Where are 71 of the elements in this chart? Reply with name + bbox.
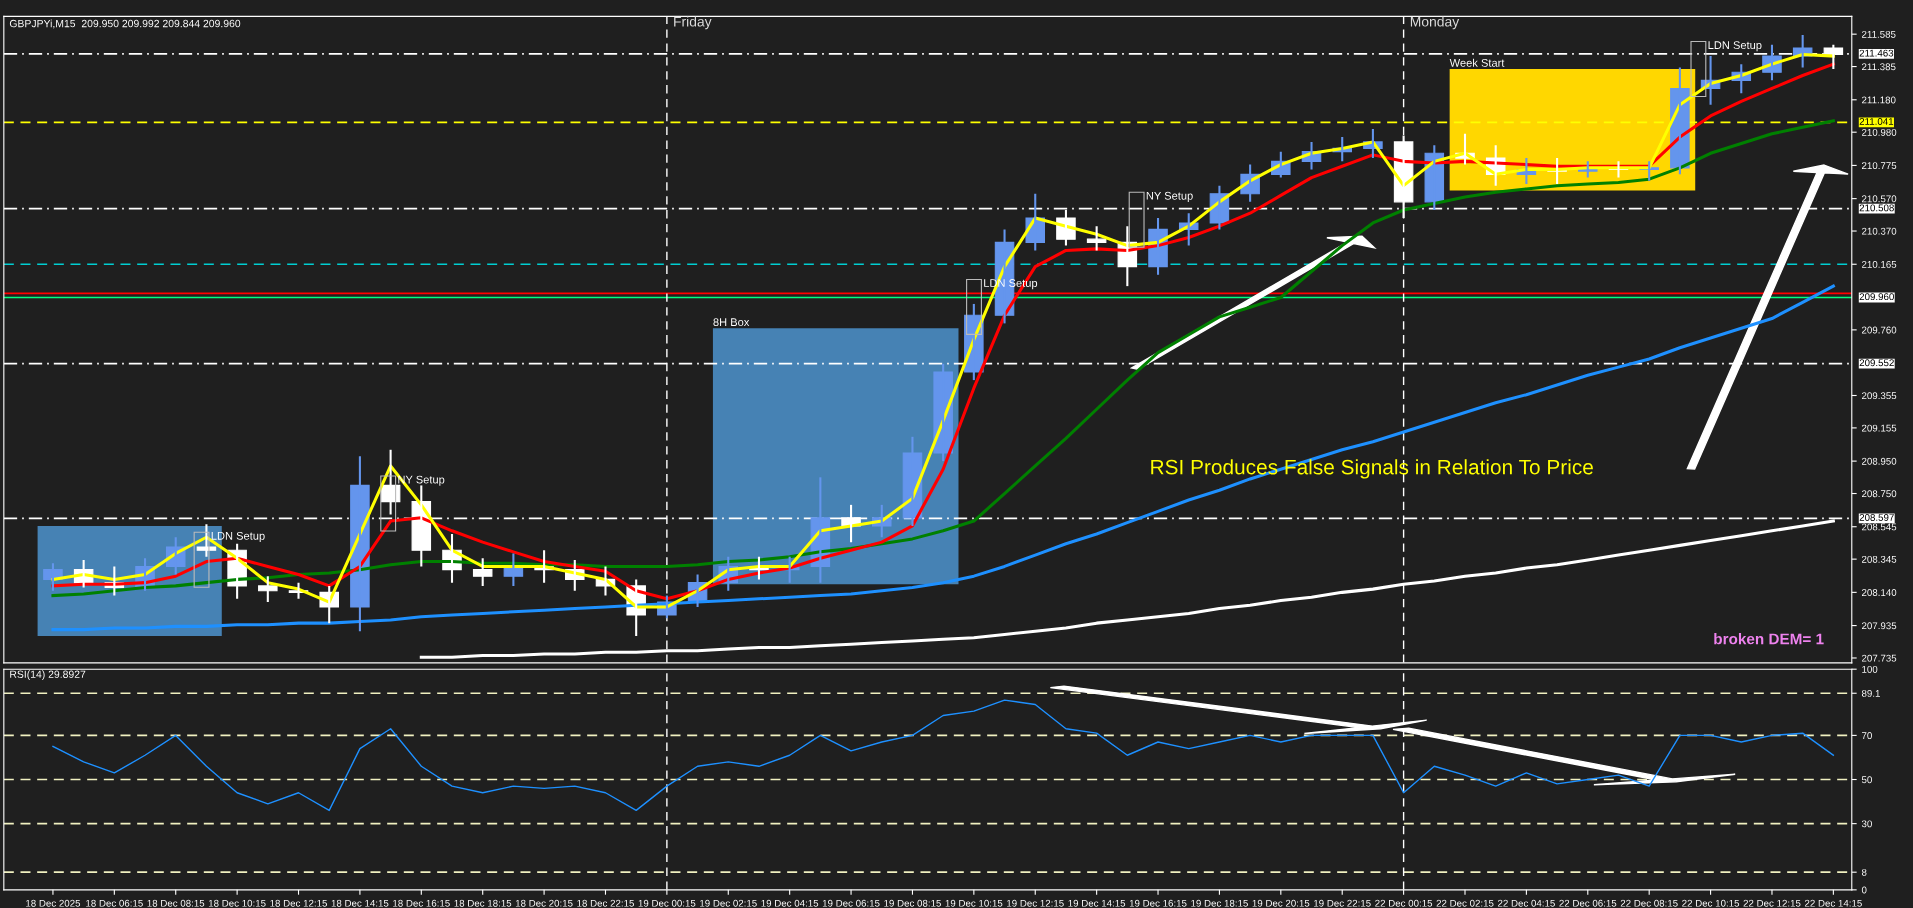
y-tick-label: 210.980: [1862, 128, 1897, 136]
x-tick-label: 18 Dec 14:15: [331, 899, 389, 907]
y-tick-label: 207.735: [1862, 654, 1897, 662]
ref-line-label: 209.960: [1859, 293, 1894, 301]
band-label: Week Start: [1449, 58, 1505, 67]
x-tick-label: 18 Dec 2025: [26, 899, 81, 907]
ref-line-label: 208.597: [1859, 514, 1894, 521]
x-tick-label: 18 Dec 22:15: [577, 899, 634, 907]
y-tick-label: 30: [1861, 820, 1872, 828]
x-tick-label: 22 Dec 00:15: [1375, 899, 1433, 907]
y-tick-label: 208.140: [1862, 589, 1897, 596]
annotation: NY Setup: [1146, 191, 1193, 202]
annotation: LDN Setup: [1708, 41, 1762, 52]
y-tick-label: 211.585: [1862, 30, 1896, 38]
x-tick-label: 22 Dec 12:15: [1743, 899, 1801, 907]
y-tick-label: 211.385: [1862, 63, 1896, 71]
y-tick-label: 207.935: [1862, 622, 1897, 630]
x-tick-label: 18 Dec 12:15: [270, 899, 328, 907]
y-tick-label: 8: [1861, 868, 1867, 876]
x-tick-label: 22 Dec 04:15: [1497, 899, 1555, 907]
annotation: broken DEM= 1: [1714, 633, 1824, 645]
x-tick-label: 18 Dec 16:15: [393, 899, 450, 907]
x-tick-label: 19 Dec 12:15: [1007, 899, 1064, 907]
y-tick-label: 209.355: [1862, 392, 1897, 400]
x-tick-label: 19 Dec 02:15: [700, 899, 757, 907]
x-tick-label: 19 Dec 18:15: [1191, 899, 1248, 907]
x-tick-label: 22 Dec 02:15: [1436, 899, 1494, 907]
x-tick-label: 18 Dec 20:15: [515, 899, 573, 907]
y-tick-label: 211.180: [1862, 96, 1896, 104]
annotation: RSI Produces False Signals in Relation To Price: [1151, 459, 1593, 479]
x-tick-label: 18 Dec 06:15: [86, 899, 143, 907]
ref-line-label: 210.508: [1859, 204, 1894, 212]
x-tick-label: 18 Dec 18:15: [454, 899, 512, 907]
y-tick-label: 70: [1862, 732, 1872, 740]
x-tick-label: 19 Dec 10:15: [945, 899, 1003, 907]
y-tick-label: 100: [1862, 665, 1878, 673]
x-tick-label: 22 Dec 06:15: [1559, 899, 1617, 907]
ref-line-label: 211.041: [1859, 118, 1894, 125]
y-tick-label: 208.345: [1862, 555, 1897, 563]
x-tick-label: 22 Dec 08:15: [1620, 899, 1678, 907]
ref-line-label: 209.552: [1859, 359, 1894, 367]
y-tick-label: 0: [1861, 886, 1867, 894]
chart-title: RSI(14) 29.8927: [10, 670, 86, 680]
y-tick-label: 210.165: [1862, 260, 1897, 268]
y-tick-label: 50: [1861, 776, 1872, 784]
y-tick-label: 210.370: [1862, 227, 1897, 235]
ref-line-label: Monday: [1410, 16, 1460, 30]
x-tick-label: 22 Dec 10:15: [1682, 899, 1740, 907]
x-tick-label: 18 Dec 08:15: [147, 899, 205, 907]
x-tick-label: 18 Dec 10:15: [208, 899, 266, 907]
band-label: 8H Box: [713, 318, 750, 327]
y-tick-label: 210.570: [1862, 195, 1897, 203]
x-tick-label: 19 Dec 22:15: [1314, 899, 1371, 907]
x-tick-label: 22 Dec 14:15: [1804, 899, 1862, 907]
x-tick-label: 19 Dec 14:15: [1068, 899, 1126, 907]
y-tick-label: 208.750: [1862, 490, 1897, 498]
x-tick-label: 19 Dec 00:15: [638, 899, 696, 907]
y-tick-label: 210.775: [1862, 162, 1897, 170]
x-tick-label: 19 Dec 06:15: [822, 899, 880, 907]
y-tick-label: 209.760: [1862, 326, 1897, 334]
y-tick-label: 208.950: [1862, 457, 1897, 465]
chart-title: GBPJPYi,M15 209.950 209.992 209.844 209.960: [9, 19, 241, 29]
ref-line-label: Friday: [674, 16, 712, 30]
x-tick-label: 19 Dec 08:15: [884, 899, 941, 907]
y-tick-label: 208.545: [1862, 523, 1897, 531]
ref-line-label: 211.463: [1859, 49, 1894, 57]
y-tick-label: 89.1: [1861, 689, 1880, 697]
x-tick-label: 19 Dec 04:15: [761, 899, 819, 907]
x-tick-label: 19 Dec 20:15: [1252, 899, 1310, 907]
x-tick-label: 19 Dec 16:15: [1129, 899, 1187, 907]
y-tick-label: 209.155: [1862, 424, 1897, 432]
